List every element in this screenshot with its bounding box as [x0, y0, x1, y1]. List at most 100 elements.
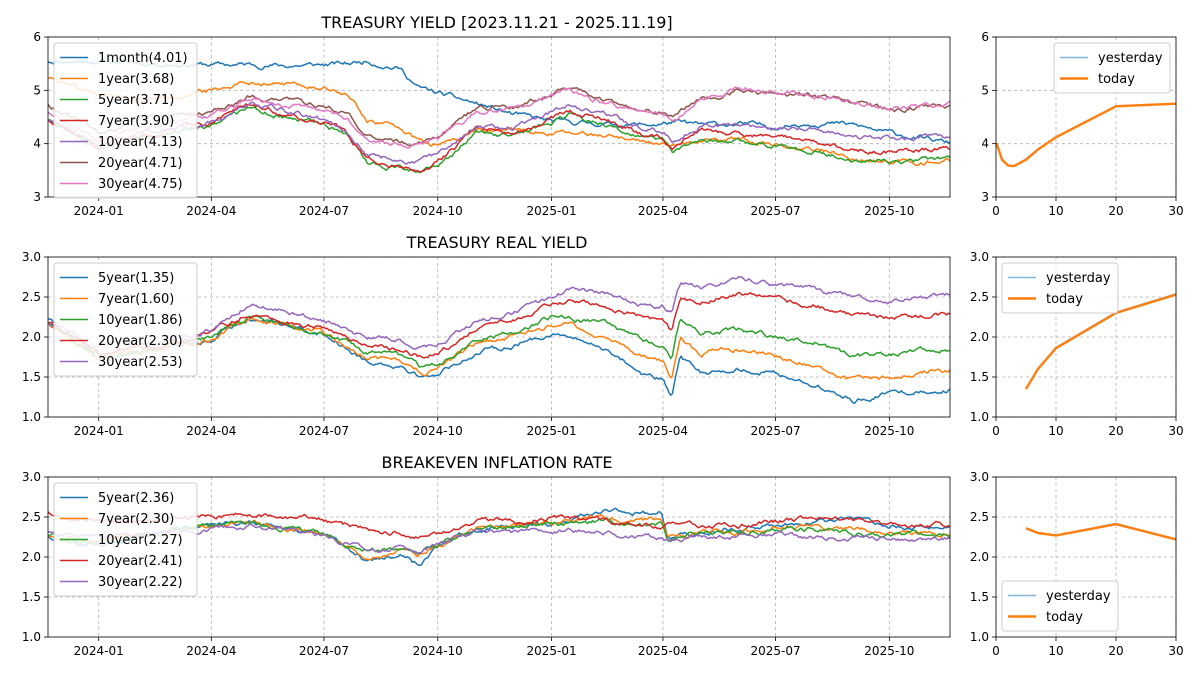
- panel-5: 1.0 1.5 2.0 2.5 3.0 0 10 20 30 yesterday today: [970, 470, 1184, 658]
- legend-label: 10year(4.13): [98, 135, 183, 150]
- y-tick-label: 1.0: [22, 630, 41, 644]
- x-tick-label: 2025-01: [527, 204, 577, 218]
- series-line-today: [1024, 293, 1176, 390]
- axes-frame: [995, 476, 1177, 638]
- legend-label: 7year(1.60): [98, 292, 174, 307]
- y-tick-label: 6: [981, 30, 989, 44]
- legend-label: 5year(3.71): [98, 93, 174, 108]
- x-tick-label: 2025-10: [864, 424, 914, 438]
- x-tick-label: 10: [1048, 644, 1063, 658]
- x-tick-label: 2025-10: [864, 644, 914, 658]
- legend-box: [53, 262, 198, 377]
- y-tick-label: 2.5: [970, 290, 989, 304]
- series-line-today: [1025, 523, 1176, 541]
- legend-box: [1001, 262, 1119, 314]
- x-tick-label: 2024-07: [299, 644, 349, 658]
- panel-3: 1.0 1.5 2.0 2.5 3.0 0 10 20 30 yesterday today: [970, 250, 1184, 438]
- legend-label: 20year(4.71): [98, 156, 183, 171]
- y-tick-label: 6: [33, 30, 41, 44]
- x-tick-label: 2024-10: [413, 424, 463, 438]
- series-line-10year-1-86-: [48, 314, 950, 368]
- axes-frame: [47, 36, 951, 198]
- y-tick-label: 3.0: [22, 470, 41, 484]
- legend-label: today: [1098, 72, 1135, 87]
- series-group: [1025, 522, 1176, 541]
- y-tick-label: 1.0: [970, 630, 989, 644]
- x-tick-label: 2024-07: [299, 424, 349, 438]
- x-tick-label: 2025-07: [750, 204, 800, 218]
- y-tick-label: 2.5: [970, 510, 989, 524]
- x-tick-label: 30: [1168, 204, 1183, 218]
- y-tick-label: 2.5: [22, 290, 41, 304]
- legend-label: 30year(2.22): [98, 575, 183, 590]
- legend-label: yesterday: [1046, 271, 1111, 286]
- axes-frame: [47, 476, 951, 638]
- y-tick-label: 1.0: [22, 410, 41, 424]
- x-tick-label: 2024-10: [413, 644, 463, 658]
- legend-box: [1053, 42, 1171, 94]
- axes-frame: [995, 256, 1177, 418]
- y-tick-label: 1.5: [22, 370, 41, 384]
- legend: 1month(4.01) 1year(3.68) 5year(3.71) 7year(…: [53, 42, 198, 199]
- y-tick-label: 2.0: [22, 550, 41, 564]
- legend: 5year(2.36) 7year(2.30) 10year(2.27) 20year…: [53, 482, 198, 597]
- chart-panels: 3 4 5 6 2024-01 2024-04 2024-07 2024-10 2025-01 2…: [22, 30, 1184, 658]
- x-tick-label: 2024-10: [413, 204, 463, 218]
- legend: yesterday today: [1053, 42, 1171, 94]
- x-tick-label: 2024-01: [74, 424, 124, 438]
- legend-label: 7year(3.90): [98, 114, 174, 129]
- legend-label: 1year(3.68): [98, 72, 174, 87]
- x-tick-label: 2024-04: [186, 204, 236, 218]
- x-tick-label: 2025-10: [864, 204, 914, 218]
- series-line-20year-2-41-: [48, 511, 950, 540]
- x-tick-label: 20: [1108, 424, 1123, 438]
- x-tick-label: 2025-04: [638, 424, 688, 438]
- x-tick-label: 30: [1168, 644, 1183, 658]
- y-tick-label: 3: [33, 190, 41, 204]
- x-tick-label: 0: [992, 204, 1000, 218]
- x-tick-label: 2025-01: [527, 644, 577, 658]
- panel-2: 1.0 1.5 2.0 2.5 3.0 2024-01 2024-04 2024-07 2024…: [22, 250, 951, 438]
- legend-label: yesterday: [1098, 51, 1163, 66]
- x-tick-label: 2024-01: [74, 204, 124, 218]
- x-tick-label: 10: [1048, 204, 1063, 218]
- x-tick-label: 0: [992, 424, 1000, 438]
- panel-4: 1.0 1.5 2.0 2.5 3.0 2024-01 2024-04 2024-07 2024…: [22, 470, 951, 658]
- legend-box: [1001, 580, 1119, 632]
- x-tick-label: 2025-07: [750, 424, 800, 438]
- legend-label: 5year(1.35): [98, 271, 174, 286]
- x-tick-label: 2025-07: [750, 644, 800, 658]
- y-tick-label: 4: [33, 137, 41, 151]
- x-tick-label: 10: [1048, 424, 1063, 438]
- series-line-30year-4-75-: [48, 86, 950, 149]
- legend-label: 20year(2.41): [98, 554, 183, 569]
- legend-label: 10year(2.27): [98, 533, 183, 548]
- panel-0: 3 4 5 6 2024-01 2024-04 2024-07 2024-10 2025-01 2…: [33, 30, 951, 218]
- series-group: [1024, 293, 1176, 390]
- legend-label: 1month(4.01): [98, 51, 188, 66]
- y-tick-label: 1.5: [22, 590, 41, 604]
- x-tick-label: 2024-01: [74, 644, 124, 658]
- y-tick-label: 5: [33, 83, 41, 97]
- legend-label: 20year(2.30): [98, 334, 183, 349]
- series-line-today: [996, 102, 1176, 168]
- x-tick-label: 2024-07: [299, 204, 349, 218]
- series-line-30year-2-53-: [48, 276, 950, 351]
- y-tick-label: 2.0: [970, 330, 989, 344]
- x-tick-label: 2025-01: [527, 424, 577, 438]
- x-tick-label: 30: [1168, 424, 1183, 438]
- x-tick-label: 2024-04: [186, 644, 236, 658]
- breakeven-title: BREAKEVEN INFLATION RATE: [382, 453, 613, 472]
- legend-label: 10year(1.86): [98, 313, 183, 328]
- series-line-10year-2-27-: [48, 517, 950, 555]
- y-tick-label: 1.0: [970, 410, 989, 424]
- y-tick-label: 4: [981, 137, 989, 151]
- legend-label: 30year(2.53): [98, 355, 183, 370]
- series-line-20year-4-71-: [48, 87, 950, 147]
- legend-box: [53, 482, 198, 597]
- legend-label: 5year(2.36): [98, 491, 174, 506]
- legend-box: [53, 42, 198, 199]
- y-tick-label: 3.0: [970, 470, 989, 484]
- series-line-10year-4-13-: [48, 101, 950, 165]
- y-tick-label: 3: [981, 190, 989, 204]
